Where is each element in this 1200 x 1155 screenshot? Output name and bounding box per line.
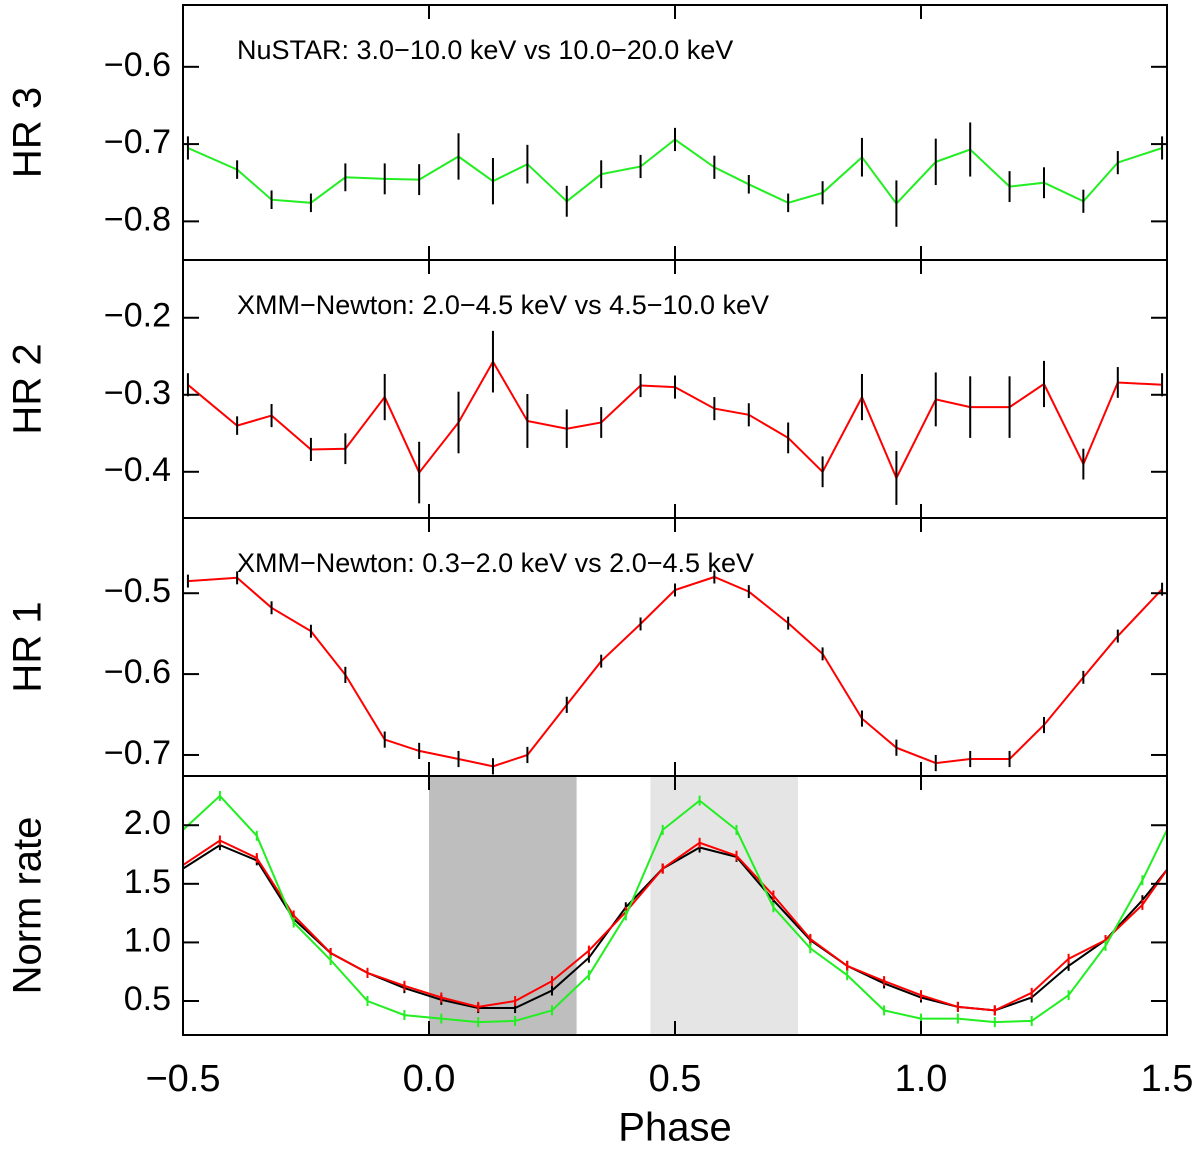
y-axis-label: Norm rate bbox=[6, 817, 50, 995]
x-axis-label: Phase bbox=[618, 1106, 731, 1150]
x-tick-label: −0.5 bbox=[145, 1058, 220, 1100]
data-line bbox=[182, 839, 1168, 1012]
x-tick-label: 0.5 bbox=[649, 1058, 702, 1100]
y-tick-label: −0.4 bbox=[104, 451, 171, 489]
x-tick-label: 0.0 bbox=[403, 1058, 456, 1100]
y-axis-label: HR 2 bbox=[6, 343, 50, 434]
y-axis-label: HR 3 bbox=[6, 87, 50, 178]
y-tick-label: 2.0 bbox=[124, 804, 171, 842]
annotation: XMM−Newton: 0.3−2.0 keV vs 2.0−4.5 keV bbox=[237, 548, 754, 578]
y-tick-label: −0.6 bbox=[104, 653, 171, 691]
annotation: NuSTAR: 3.0−10.0 keV vs 10.0−20.0 keV bbox=[237, 35, 733, 65]
y-tick-label: −0.5 bbox=[104, 572, 171, 610]
data-line bbox=[182, 794, 1168, 1024]
y-tick-label: −0.7 bbox=[104, 734, 171, 772]
y-tick-label: −0.3 bbox=[104, 374, 171, 412]
panel-frame bbox=[182, 775, 1168, 1036]
x-tick-label: 1.5 bbox=[1141, 1058, 1194, 1100]
shaded-span bbox=[429, 776, 577, 1035]
y-tick-label: −0.2 bbox=[104, 297, 171, 335]
y-axis-label: HR 1 bbox=[6, 601, 50, 692]
y-tick-label: −0.8 bbox=[104, 200, 171, 238]
x-tick-label: 1.0 bbox=[895, 1058, 948, 1100]
y-tick-label: −0.6 bbox=[104, 46, 171, 84]
y-tick-label: 1.5 bbox=[124, 863, 171, 901]
y-tick-label: −0.7 bbox=[104, 123, 171, 161]
y-tick-label: 0.5 bbox=[124, 980, 171, 1018]
y-tick-label: 1.0 bbox=[124, 921, 171, 959]
annotation: XMM−Newton: 2.0−4.5 keV vs 4.5−10.0 keV bbox=[237, 290, 769, 320]
shaded-span bbox=[650, 776, 798, 1035]
data-line bbox=[187, 575, 1163, 768]
